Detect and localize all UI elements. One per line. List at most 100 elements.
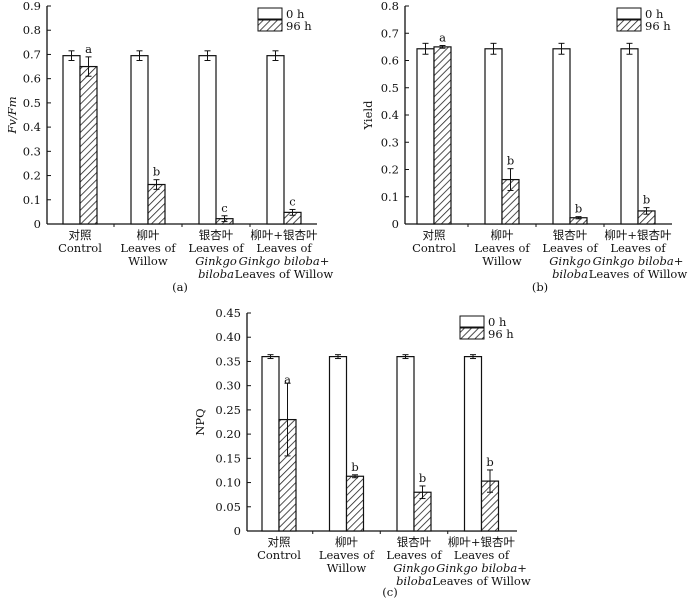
x-category-label: biloba: [396, 574, 432, 588]
bar-0h: [130, 55, 149, 225]
bar-0h: [463, 356, 483, 532]
x-category-label: Control: [412, 241, 456, 255]
y-tick-label: 0.3: [381, 135, 399, 149]
bar-0h: [552, 48, 571, 225]
x-category-label: Control: [257, 548, 301, 562]
bar-0h: [266, 55, 285, 225]
y-tick-label: 0.35: [215, 354, 241, 368]
x-category-label: Leaves of: [319, 548, 375, 562]
x-category-label: Ginkgo: [393, 561, 435, 575]
x-category-label: 银杏叶: [397, 535, 432, 549]
chart-panel-b: 0 0.1 0.2 0.3 0.4 0.5 0.6 0.7 0.8 Yield a 对照Control…: [361, 0, 687, 294]
x-category-label: 柳叶: [335, 535, 358, 549]
bar-0h: [328, 356, 348, 532]
x-category-label: 柳叶+银杏叶: [250, 228, 318, 242]
y-axis-label: NPQ: [193, 408, 207, 435]
bar-0h: [484, 48, 503, 225]
legend-label: 0 h: [488, 315, 507, 329]
y-tick-label: 0.30: [215, 379, 241, 393]
significance-letter: c: [289, 194, 295, 208]
y-tick-label: 0.6: [23, 72, 41, 86]
significance-letter: b: [643, 193, 650, 207]
x-category-label: 对照: [423, 228, 446, 242]
x-category-label: Ginkgo: [195, 254, 237, 268]
bar-0h: [416, 48, 435, 225]
x-category-label: Ginkgo: [549, 254, 591, 268]
x-category-label: 柳叶+银杏叶: [604, 228, 672, 242]
x-category-label: 银杏叶: [553, 228, 588, 242]
x-category-label: Willow: [482, 254, 522, 268]
chart-panel-a: 0 0.1 0.2 0.3 0.4 0.5 0.6 0.7 0.8 0.9 Fv/Fm a 对照Cont…: [5, 0, 333, 294]
x-category-label: Leaves of: [542, 241, 598, 255]
y-tick-label: 0.10: [215, 476, 241, 490]
y-tick-label: 0.20: [215, 427, 241, 441]
x-category-label: Willow: [327, 561, 367, 575]
x-category-label: 银杏叶: [199, 228, 234, 242]
x-category-label: Leaves of: [188, 241, 244, 255]
bar-96h: [147, 183, 166, 225]
significance-letter: c: [221, 201, 227, 215]
chart-panel-c: 0 0.05 0.10 0.15 0.20 0.25 0.30 0.35 0.40 0.45 NPQ…: [193, 306, 531, 599]
x-category-label: Ginkgo biloba+: [436, 561, 527, 575]
y-tick-label: 0.5: [23, 96, 41, 110]
x-category-label: Leaves of Willow: [589, 267, 688, 281]
legend-swatch-96h: [459, 327, 485, 340]
significance-letter: b: [419, 471, 426, 485]
x-category-label: Willow: [128, 254, 168, 268]
y-tick-label: 0.40: [215, 330, 241, 344]
significance-letter: a: [439, 31, 446, 45]
legend-label: 0 h: [645, 7, 664, 21]
panel-label: (a): [172, 280, 188, 294]
x-category-label: Leaves of Willow: [432, 574, 531, 588]
bar-0h: [620, 48, 639, 225]
legend-label: 96 h: [488, 327, 514, 341]
x-category-label: 对照: [69, 228, 92, 242]
bar-96h: [79, 65, 98, 225]
y-tick-label: 0.05: [215, 500, 241, 514]
bar-0h: [62, 55, 81, 225]
legend-label: 0 h: [286, 7, 305, 21]
legend-label: 96 h: [645, 19, 671, 33]
x-category-label: Leaves of: [474, 241, 530, 255]
x-category-label: Leaves of Willow: [235, 267, 334, 281]
legend-swatch-0h: [459, 315, 485, 328]
x-category-label: Leaves of: [120, 241, 176, 255]
y-tick-label: 0.25: [215, 403, 241, 417]
bar-0h: [396, 356, 415, 532]
x-category-label: Leaves of: [256, 241, 312, 255]
y-tick-label: 0.2: [23, 169, 41, 183]
legend-label: 96 h: [286, 19, 312, 33]
y-tick-label: 0: [34, 217, 41, 231]
significance-letter: a: [284, 373, 291, 387]
legend-swatch-96h: [616, 19, 642, 32]
legend-swatch-0h: [616, 7, 642, 20]
x-category-label: Leaves of: [386, 548, 442, 562]
significance-letter: b: [507, 154, 514, 168]
significance-letter: b: [351, 460, 358, 474]
y-tick-label: 0.7: [23, 47, 41, 61]
significance-letter: b: [153, 165, 160, 179]
bar-96h: [433, 46, 452, 225]
x-category-label: 柳叶: [491, 228, 514, 242]
y-tick-label: 0.45: [215, 306, 241, 320]
x-category-label: Ginkgo biloba+: [593, 254, 684, 268]
y-tick-label: 0.5: [381, 81, 399, 95]
y-tick-label: 0.4: [23, 120, 41, 134]
x-category-label: Leaves of: [454, 548, 510, 562]
x-category-label: biloba: [552, 267, 588, 281]
y-tick-label: 0.6: [381, 54, 399, 68]
x-category-label: Ginkgo biloba+: [239, 254, 330, 268]
y-axis-label: Fv/Fm: [5, 96, 19, 134]
y-tick-label: 0.9: [23, 0, 41, 13]
bar-0h: [198, 55, 217, 225]
y-tick-label: 0.15: [215, 451, 241, 465]
significance-letter: b: [575, 202, 582, 216]
y-tick-label: 0.2: [381, 163, 399, 177]
y-tick-label: 0.8: [23, 23, 41, 37]
x-category-label: 柳叶: [137, 228, 160, 242]
y-tick-label: 0.8: [381, 0, 399, 13]
y-axis-label: Yield: [361, 100, 375, 131]
significance-letter: b: [486, 455, 493, 469]
y-tick-label: 0.4: [381, 108, 399, 122]
